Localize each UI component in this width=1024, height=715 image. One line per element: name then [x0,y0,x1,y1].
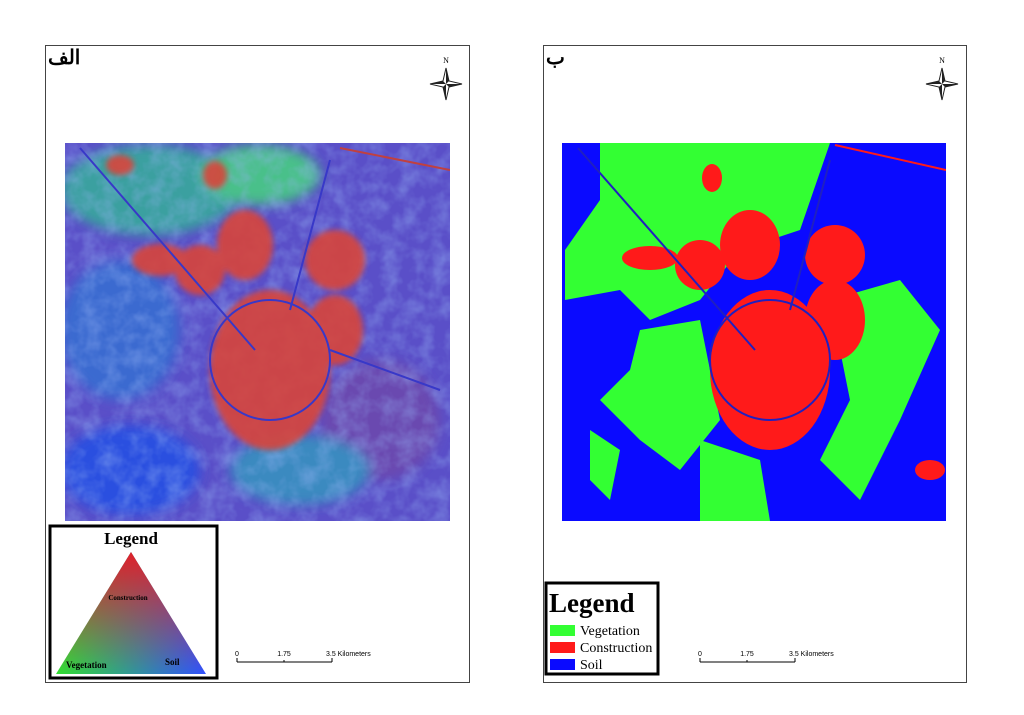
panel-a: الف N Legend Construction [45,45,470,683]
legend-swatch [550,642,575,653]
legend-title: Legend [549,588,635,618]
panel-b: ب N Legend Vegetation Construction Soil 0 [543,45,967,683]
legend-label: Soil [580,658,603,673]
legend-title: Legend [104,529,158,548]
legend-label: Vegetation [66,660,107,670]
north-label: N [443,56,449,65]
legend-swatch [550,625,575,636]
legend-label: Soil [165,657,180,667]
legend-label: Construction [108,594,147,602]
north-arrow: N [429,56,463,101]
legend: Legend Vegetation Construction Soil [544,581,660,676]
legend-label: Construction [580,641,652,656]
north-arrow: N [925,56,959,101]
scale-bar: 0 1.75 3.5 Kilometers [698,651,834,663]
scale-label: 1.75 [740,651,754,658]
legend: Legend Construction Vegetation Soil [48,524,219,680]
scale-label: 0 [698,651,702,658]
map-image [65,143,450,521]
panel-label: الف [48,47,80,69]
scale-label: 1.75 [277,651,291,658]
legend-triangle-overlay [56,552,206,674]
scale-label: 3.5 Kilometers [326,651,371,658]
scale-label: 3.5 Kilometers [789,651,834,658]
scale-bar: 0 1.75 3.5 Kilometers [235,651,371,663]
scale-label: 0 [235,651,239,658]
legend-swatch [550,659,575,670]
legend-label: Vegetation [580,624,640,639]
north-label: N [939,56,945,65]
map-image [562,143,946,521]
panel-label: ب [546,47,565,69]
